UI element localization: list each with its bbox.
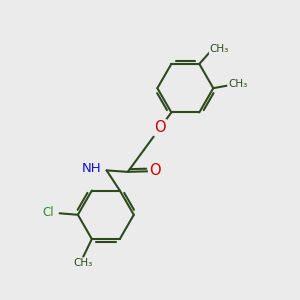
Text: Cl: Cl [42,206,54,219]
Text: CH₃: CH₃ [74,258,93,268]
Text: CH₃: CH₃ [210,44,229,54]
Text: NH: NH [82,161,101,175]
Text: O: O [154,120,166,135]
Text: CH₃: CH₃ [228,79,248,89]
Text: O: O [149,163,161,178]
